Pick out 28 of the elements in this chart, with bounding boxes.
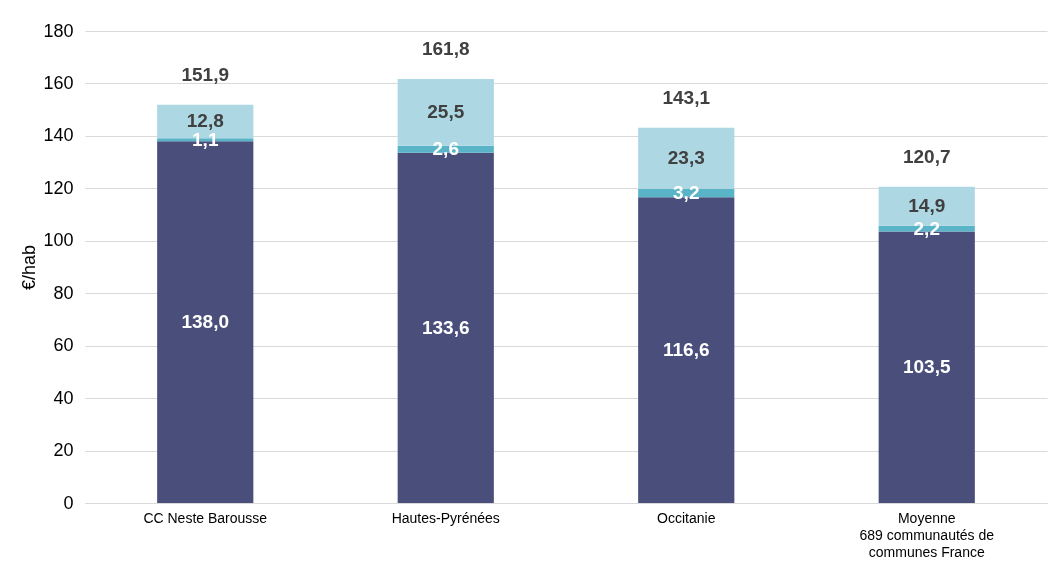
total-label: 120,7: [902, 145, 951, 167]
data-label: 25,5: [427, 101, 465, 123]
y-tick-label: 80: [53, 282, 74, 303]
y-tick-label: 120: [43, 177, 74, 198]
y-axis-title: €/hab: [19, 244, 40, 291]
y-tick-label: 140: [43, 125, 74, 146]
y-tick-label: 160: [43, 72, 74, 93]
x-tick-label: Occitanie: [657, 509, 716, 526]
data-label: 116,6: [663, 339, 710, 361]
y-tick-label: 40: [53, 387, 74, 408]
data-label: 103,5: [902, 356, 951, 378]
data-label: 14,9: [908, 195, 946, 217]
x-tick-label: CC Neste Barousse: [143, 509, 268, 526]
x-tick-label: Moyenne 689 communautés de communes France: [859, 509, 995, 560]
total-label: 143,1: [662, 86, 711, 108]
x-tick-label: Hautes-Pyrénées: [391, 509, 500, 526]
y-tick-label: 100: [43, 230, 74, 251]
data-label: 133,6: [421, 316, 470, 338]
data-label: 23,3: [667, 147, 705, 169]
y-tick-label: 180: [43, 20, 74, 41]
y-tick-label: 60: [53, 335, 74, 356]
y-tick-label: 20: [53, 440, 74, 461]
data-label: 138,0: [181, 311, 230, 333]
data-label: 12,8: [186, 110, 224, 132]
data-label: 3,2: [673, 182, 700, 204]
y-tick-label: 0: [63, 492, 74, 513]
total-label: 151,9: [181, 63, 230, 85]
total-label: 161,8: [421, 37, 470, 59]
